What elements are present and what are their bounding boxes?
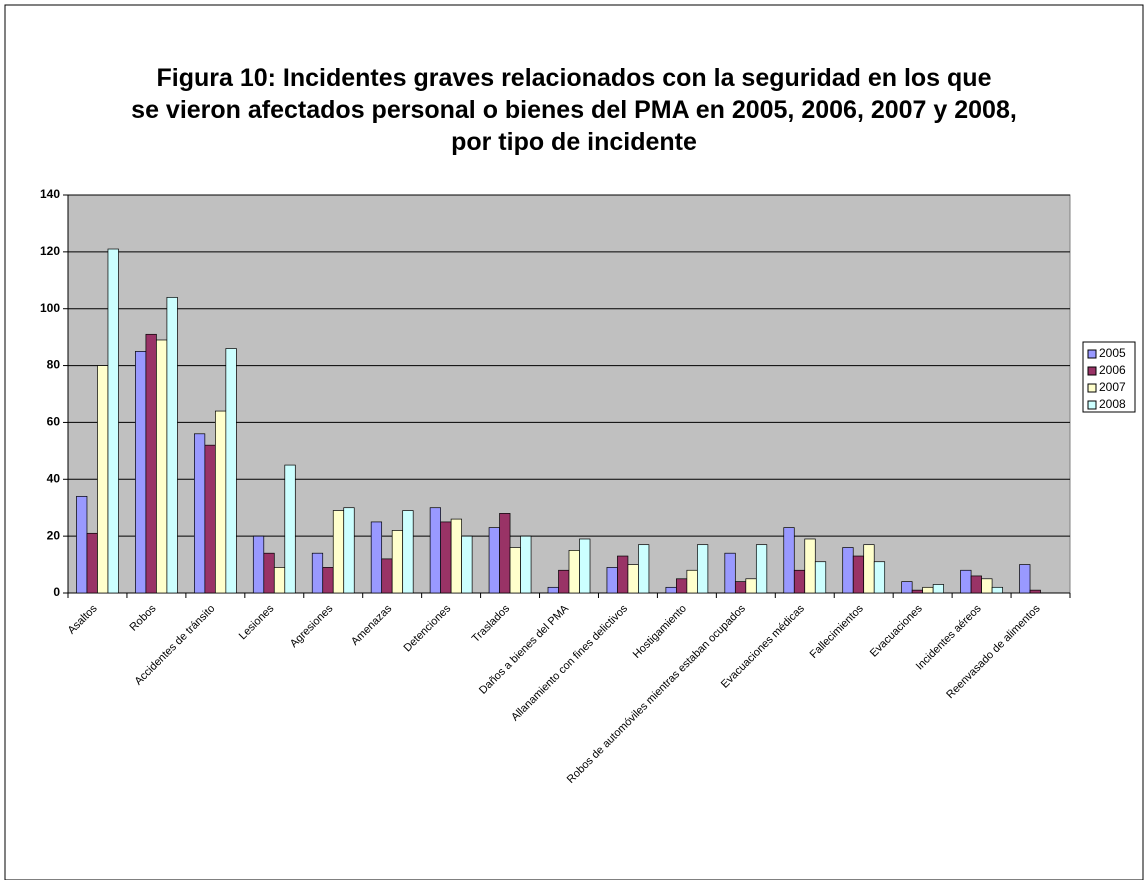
bar <box>793 569 806 594</box>
bar <box>488 527 500 594</box>
y-tick-label: 80 <box>47 358 61 372</box>
y-tick-label: 60 <box>47 415 61 429</box>
bar <box>901 581 913 594</box>
legend-swatch <box>1087 400 1097 410</box>
bar <box>76 495 88 594</box>
bar <box>745 578 757 594</box>
y-tick-label: 40 <box>47 471 61 485</box>
bar <box>665 586 677 594</box>
legend-swatch <box>1087 349 1097 359</box>
bar <box>606 567 618 594</box>
bar <box>402 510 414 594</box>
bar <box>284 464 296 594</box>
bar <box>579 538 591 594</box>
bar <box>225 348 237 594</box>
bar <box>509 547 521 594</box>
legend-label: 2006 <box>1099 363 1126 377</box>
bar <box>568 550 580 594</box>
bar <box>499 513 511 594</box>
bar <box>273 567 286 594</box>
bar <box>311 552 324 594</box>
bar <box>343 507 355 594</box>
bar <box>638 544 650 594</box>
bar <box>922 586 934 594</box>
chart-title: por tipo de incidente <box>451 128 697 156</box>
chart-title: Figura 10: Incidentes graves relacionado… <box>157 64 992 92</box>
bar <box>450 518 462 594</box>
bar <box>863 544 875 594</box>
bar <box>204 444 216 594</box>
bar <box>107 248 119 594</box>
bar <box>156 339 168 594</box>
chart-title: se vieron afectados personal o bienes de… <box>131 96 1017 124</box>
bar <box>547 586 559 594</box>
bar <box>194 433 206 594</box>
bar <box>873 561 886 594</box>
bar <box>381 558 393 594</box>
bar <box>145 333 157 594</box>
bar <box>991 586 1003 594</box>
bar <box>627 564 639 594</box>
bar <box>686 569 698 594</box>
bar <box>370 521 383 594</box>
bar <box>86 532 98 594</box>
bar <box>166 296 178 594</box>
bar <box>520 535 532 594</box>
bar <box>842 547 854 594</box>
bar <box>676 578 688 594</box>
bar <box>263 552 275 594</box>
bar <box>1029 589 1041 594</box>
bar <box>252 535 265 594</box>
legend-label: 2005 <box>1099 346 1126 360</box>
bar <box>322 567 334 594</box>
bar <box>981 578 993 594</box>
bar <box>429 507 441 594</box>
bar <box>852 555 865 594</box>
bar <box>461 535 473 594</box>
bar <box>558 569 570 594</box>
bar <box>697 544 709 594</box>
bar <box>215 410 227 594</box>
bar <box>332 510 345 594</box>
bar <box>724 552 736 594</box>
bar <box>960 569 972 594</box>
legend-label: 2008 <box>1099 397 1126 411</box>
bar <box>391 530 404 594</box>
bar <box>135 351 147 594</box>
bar <box>804 538 816 594</box>
legend-swatch <box>1087 366 1097 376</box>
bar <box>911 589 923 594</box>
y-tick-label: 100 <box>40 301 60 315</box>
bar <box>814 561 827 594</box>
bar <box>932 584 944 594</box>
bar <box>97 365 109 594</box>
bar <box>734 581 747 594</box>
y-tick-label: 20 <box>47 528 61 542</box>
bar <box>1019 564 1031 594</box>
y-tick-label: 120 <box>40 244 60 258</box>
bar <box>755 544 768 594</box>
y-tick-label: 140 <box>40 187 60 201</box>
bar <box>783 527 795 594</box>
bar <box>440 521 452 594</box>
legend-label: 2007 <box>1099 380 1126 394</box>
y-tick-label: 0 <box>53 585 60 599</box>
bar <box>970 575 982 594</box>
bar <box>617 555 629 594</box>
legend-swatch <box>1087 383 1097 393</box>
